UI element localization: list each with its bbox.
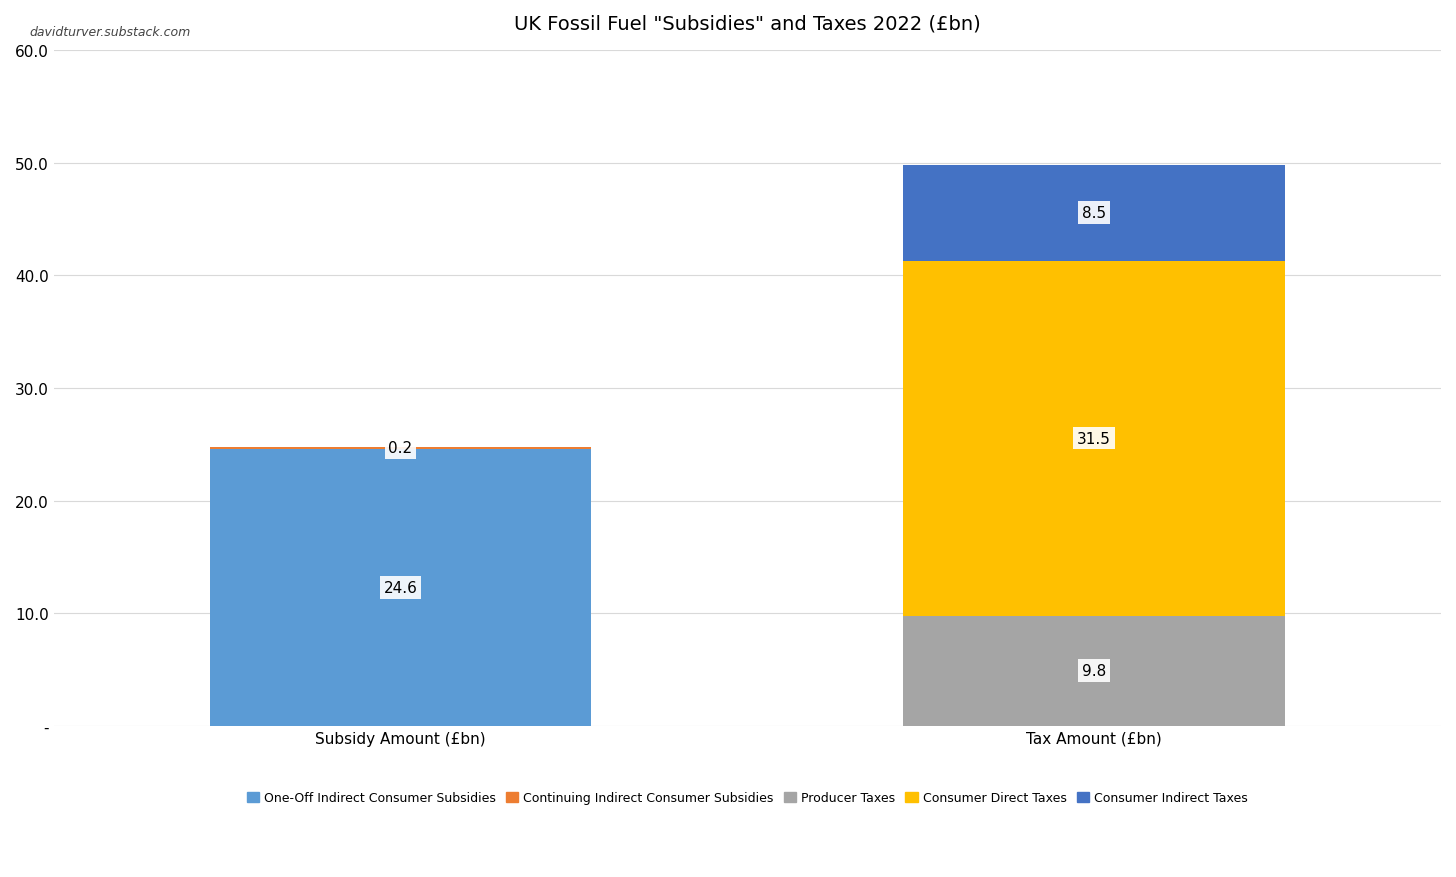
Bar [210, 449, 591, 726]
Text: 24.6: 24.6 [383, 581, 418, 595]
Text: 8.5: 8.5 [1082, 206, 1107, 221]
Bar [903, 166, 1286, 261]
Bar [903, 616, 1286, 726]
Text: 0.2: 0.2 [389, 440, 412, 456]
Text: 9.8: 9.8 [1082, 664, 1107, 679]
Bar [903, 261, 1286, 616]
Text: davidturver.substack.com: davidturver.substack.com [29, 26, 191, 39]
Legend: One-Off Indirect Consumer Subsidies, Continuing Indirect Consumer Subsidies, Pro: One-Off Indirect Consumer Subsidies, Con… [242, 787, 1254, 809]
Bar [210, 447, 591, 449]
Title: UK Fossil Fuel "Subsidies" and Taxes 2022 (£bn): UK Fossil Fuel "Subsidies" and Taxes 202… [514, 15, 981, 34]
Text: 31.5: 31.5 [1077, 431, 1111, 446]
